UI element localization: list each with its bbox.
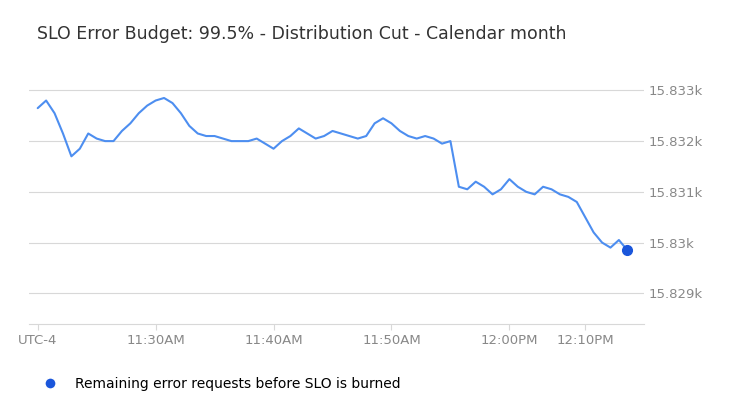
Text: SLO Error Budget: 99.5% - Distribution Cut - Calendar month: SLO Error Budget: 99.5% - Distribution C… xyxy=(37,25,566,43)
Legend: Remaining error requests before SLO is burned: Remaining error requests before SLO is b… xyxy=(30,372,406,397)
